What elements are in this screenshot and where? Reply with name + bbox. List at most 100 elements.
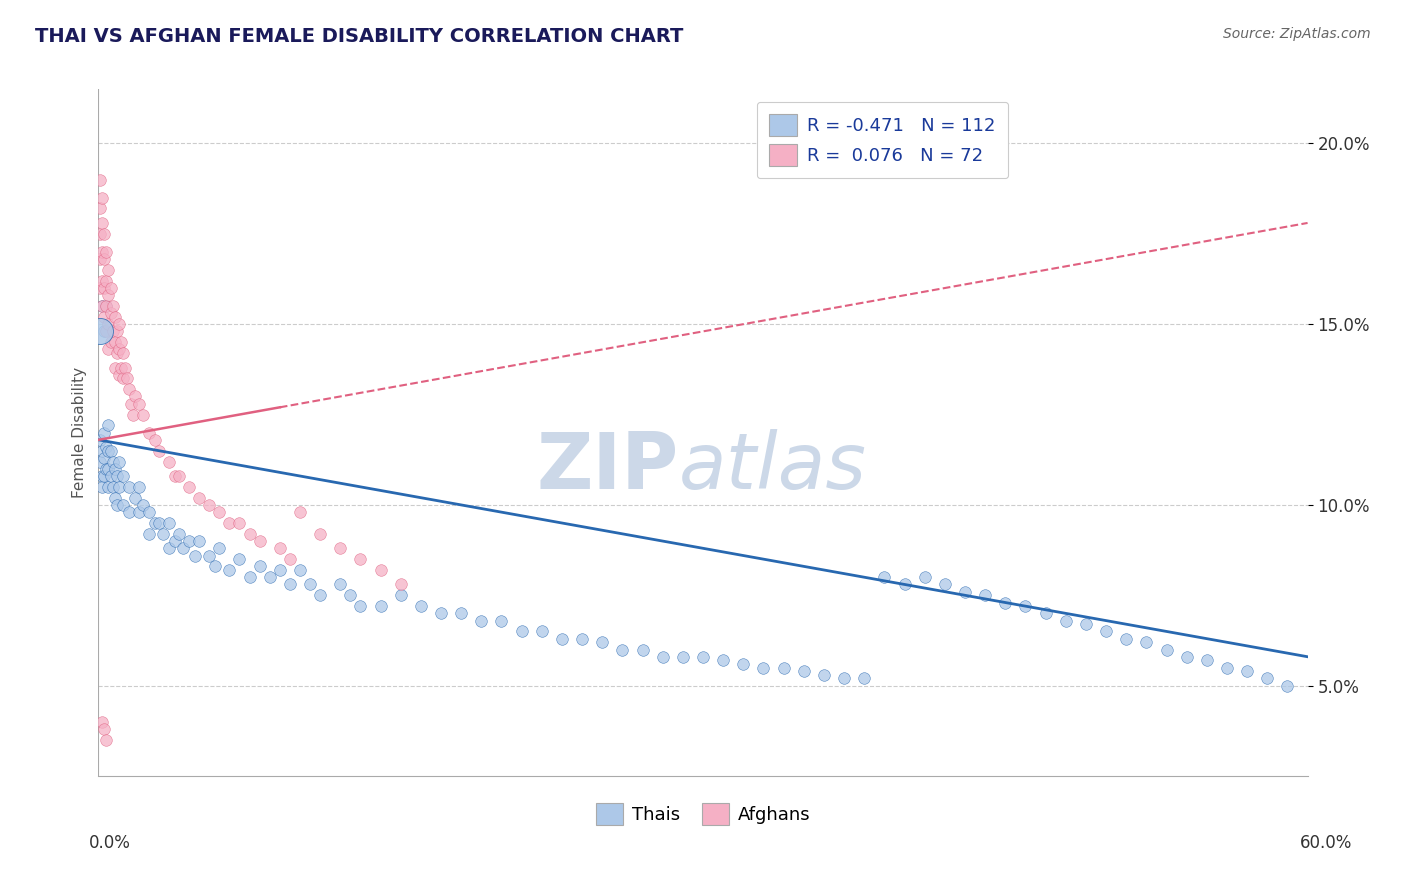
Point: [299, 577, 322, 591]
Point: [89, 454, 111, 468]
Point: [631, 642, 654, 657]
Point: [198, 549, 221, 563]
Point: [101, 454, 124, 468]
Point: [103, 310, 125, 324]
Point: [752, 660, 775, 674]
Point: [914, 570, 936, 584]
Point: [974, 588, 997, 602]
Point: [339, 588, 361, 602]
Text: Source: ZipAtlas.com: Source: ZipAtlas.com: [1223, 27, 1371, 41]
Point: [97, 480, 120, 494]
Point: [612, 642, 634, 657]
Point: [228, 516, 250, 530]
Point: [91, 299, 114, 313]
Point: [96, 244, 118, 259]
Point: [91, 191, 114, 205]
Point: [1195, 653, 1218, 667]
Point: [91, 469, 114, 483]
Point: [1236, 664, 1258, 678]
Point: [103, 360, 125, 375]
Point: [994, 595, 1017, 609]
Point: [91, 244, 114, 259]
Point: [100, 335, 122, 350]
Point: [107, 368, 129, 382]
Point: [103, 491, 125, 505]
Point: [893, 577, 915, 591]
Point: [239, 570, 262, 584]
Point: [1035, 607, 1057, 621]
Point: [111, 346, 134, 360]
Point: [107, 480, 129, 494]
Point: [733, 657, 755, 671]
Point: [111, 469, 134, 483]
Point: [157, 541, 180, 556]
Point: [124, 491, 146, 505]
Point: [953, 584, 976, 599]
Point: [510, 624, 533, 639]
Point: [188, 534, 211, 549]
Text: ZIP: ZIP: [537, 429, 679, 505]
Point: [93, 425, 115, 440]
Point: [120, 397, 142, 411]
Point: [89, 281, 111, 295]
Point: [430, 607, 453, 621]
Point: [91, 443, 114, 458]
Point: [128, 397, 150, 411]
Point: [389, 588, 412, 602]
Point: [143, 433, 166, 447]
Point: [96, 325, 118, 339]
Point: [93, 325, 115, 339]
Point: [470, 614, 492, 628]
Point: [349, 552, 371, 566]
Point: [228, 552, 250, 566]
Point: [138, 526, 160, 541]
Point: [249, 559, 271, 574]
Point: [409, 599, 432, 614]
Point: [91, 216, 114, 230]
Point: [96, 274, 118, 288]
Point: [172, 541, 194, 556]
Point: [91, 274, 114, 288]
Point: [97, 288, 120, 302]
Point: [110, 360, 132, 375]
Point: [89, 172, 111, 186]
Point: [389, 577, 412, 591]
Point: [163, 469, 186, 483]
Point: [1014, 599, 1036, 614]
Point: [107, 343, 129, 357]
Point: [530, 624, 553, 639]
Point: [101, 325, 124, 339]
Legend: Thais, Afghans: Thais, Afghans: [585, 792, 821, 836]
Point: [91, 299, 114, 313]
Point: [1175, 649, 1198, 664]
Point: [96, 299, 118, 313]
Point: [288, 563, 311, 577]
Point: [148, 443, 170, 458]
Point: [124, 389, 146, 403]
Point: [813, 668, 835, 682]
Point: [672, 649, 695, 664]
Point: [1054, 614, 1077, 628]
Point: [157, 454, 180, 468]
Point: [114, 360, 136, 375]
Point: [651, 649, 673, 664]
Point: [128, 505, 150, 519]
Point: [97, 462, 120, 476]
Point: [91, 714, 114, 729]
Point: [551, 632, 574, 646]
Point: [278, 577, 301, 591]
Point: [132, 408, 155, 422]
Point: [96, 440, 118, 454]
Point: [370, 599, 392, 614]
Point: [853, 672, 876, 686]
Point: [118, 505, 141, 519]
Point: [100, 443, 122, 458]
Point: [269, 541, 291, 556]
Point: [711, 653, 734, 667]
Point: [105, 498, 128, 512]
Point: [118, 480, 141, 494]
Point: [97, 263, 120, 277]
Point: [121, 408, 143, 422]
Point: [89, 325, 111, 339]
Point: [96, 732, 118, 747]
